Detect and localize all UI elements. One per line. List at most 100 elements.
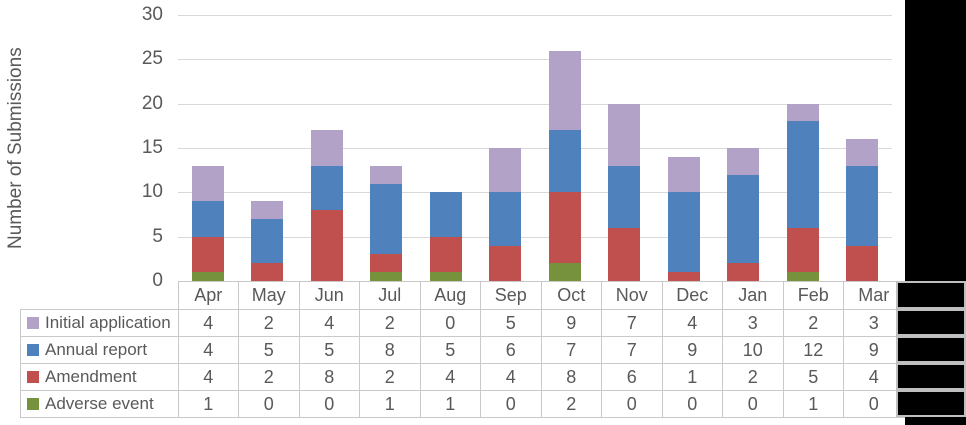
bar-segment bbox=[667, 272, 700, 281]
bar-segment bbox=[191, 272, 224, 281]
bar-segment bbox=[786, 227, 819, 273]
gridline bbox=[178, 103, 892, 105]
series-label-cell: Initial application bbox=[20, 309, 179, 337]
value-cell: 0 bbox=[419, 309, 481, 337]
value-cell: 0 bbox=[480, 390, 542, 418]
value-cell: 4 bbox=[419, 363, 481, 391]
redacted-cell bbox=[896, 390, 966, 417]
redacted-cell bbox=[896, 281, 966, 309]
bar-segment bbox=[727, 263, 760, 281]
bar-segment bbox=[727, 174, 760, 264]
bar-jan bbox=[727, 148, 760, 281]
value-cell: 1 bbox=[419, 390, 481, 418]
plot-area bbox=[178, 15, 892, 281]
month-header-cell: Oct bbox=[540, 281, 602, 310]
value-cell: 12 bbox=[782, 336, 844, 364]
value-cell: 2 bbox=[722, 363, 784, 391]
bar-segment bbox=[548, 130, 581, 193]
value-cell: 2 bbox=[359, 309, 421, 337]
value-cell: 7 bbox=[601, 336, 663, 364]
bar-segment bbox=[429, 192, 462, 237]
value-cell: 6 bbox=[480, 336, 542, 364]
month-header-cell: May bbox=[238, 281, 300, 310]
y-tick-label: 25 bbox=[141, 48, 163, 70]
bar-segment bbox=[846, 245, 879, 281]
y-tick-label: 10 bbox=[141, 181, 163, 203]
bar-segment bbox=[548, 50, 581, 131]
bar-jul bbox=[370, 165, 403, 281]
bar-segment bbox=[548, 192, 581, 264]
bar-segment bbox=[786, 121, 819, 228]
bar-segment bbox=[608, 165, 641, 228]
value-cell: 4 bbox=[480, 363, 542, 391]
redacted-cell bbox=[896, 336, 966, 363]
redacted-cell bbox=[896, 309, 966, 336]
legend-swatch-icon bbox=[27, 371, 39, 383]
bar-segment bbox=[370, 183, 403, 255]
value-cell: 0 bbox=[601, 390, 663, 418]
value-cell: 3 bbox=[722, 309, 784, 337]
bar-segment bbox=[191, 201, 224, 237]
bar-segment bbox=[667, 192, 700, 273]
value-cell: 4 bbox=[177, 336, 239, 364]
month-header-cell: Jun bbox=[298, 281, 360, 310]
month-header-cell: Jan bbox=[722, 281, 784, 310]
bar-segment bbox=[786, 272, 819, 281]
gridline bbox=[178, 15, 892, 16]
value-cell: 8 bbox=[359, 336, 421, 364]
gridline bbox=[178, 148, 892, 149]
month-header-cell: Nov bbox=[601, 281, 663, 310]
value-cell: 3 bbox=[843, 309, 905, 337]
bar-segment bbox=[489, 192, 522, 246]
bar-segment bbox=[370, 254, 403, 273]
bar-feb bbox=[786, 103, 819, 281]
value-cell: 7 bbox=[601, 309, 663, 337]
bar-segment bbox=[310, 210, 343, 281]
value-cell: 0 bbox=[843, 390, 905, 418]
value-cell: 10 bbox=[722, 336, 784, 364]
legend-swatch-icon bbox=[27, 317, 39, 329]
bar-jun bbox=[310, 130, 343, 281]
y-tick-label: 15 bbox=[141, 137, 163, 158]
value-cell: 1 bbox=[661, 363, 723, 391]
bar-segment bbox=[370, 165, 403, 184]
value-cell: 9 bbox=[540, 309, 602, 337]
value-cell: 5 bbox=[238, 336, 300, 364]
bar-dec bbox=[667, 156, 700, 281]
value-cell: 0 bbox=[722, 390, 784, 418]
bar-segment bbox=[608, 103, 641, 166]
value-cell: 9 bbox=[661, 336, 723, 364]
y-tick-label: 30 bbox=[141, 4, 163, 25]
value-cell: 8 bbox=[540, 363, 602, 391]
bar-segment bbox=[251, 218, 284, 264]
bar-may bbox=[251, 201, 284, 281]
bar-segment bbox=[370, 272, 403, 281]
bar-segment bbox=[846, 165, 879, 246]
series-label-cell: Amendment bbox=[20, 363, 179, 391]
table-corner-cell bbox=[21, 282, 179, 310]
value-cell: 1 bbox=[177, 390, 239, 418]
month-header-cell: Mar bbox=[843, 281, 905, 310]
bar-aug bbox=[429, 192, 462, 281]
value-cell: 6 bbox=[601, 363, 663, 391]
bar-segment bbox=[310, 165, 343, 211]
data-table: Apr May Jun Jul Aug Sep Oct Nov Dec Jan Feb Mar Init… bbox=[20, 281, 905, 418]
bar-segment bbox=[191, 165, 224, 202]
value-cell: 0 bbox=[298, 390, 360, 418]
bar-segment bbox=[548, 263, 581, 281]
bar-nov bbox=[608, 103, 641, 281]
value-cell: 0 bbox=[661, 390, 723, 418]
month-header-cell: Jul bbox=[359, 281, 421, 310]
bar-segment bbox=[251, 263, 284, 281]
value-cell: 4 bbox=[177, 309, 239, 337]
bar-mar bbox=[846, 139, 879, 281]
bar-segment bbox=[310, 130, 343, 166]
y-tick-label: 20 bbox=[141, 92, 163, 114]
value-cell: 1 bbox=[782, 390, 844, 418]
bar-segment bbox=[727, 148, 760, 175]
redacted-cells-column bbox=[896, 281, 966, 417]
bar-segment bbox=[608, 227, 641, 281]
bar-segment bbox=[251, 201, 284, 219]
bar-segment bbox=[429, 272, 462, 281]
